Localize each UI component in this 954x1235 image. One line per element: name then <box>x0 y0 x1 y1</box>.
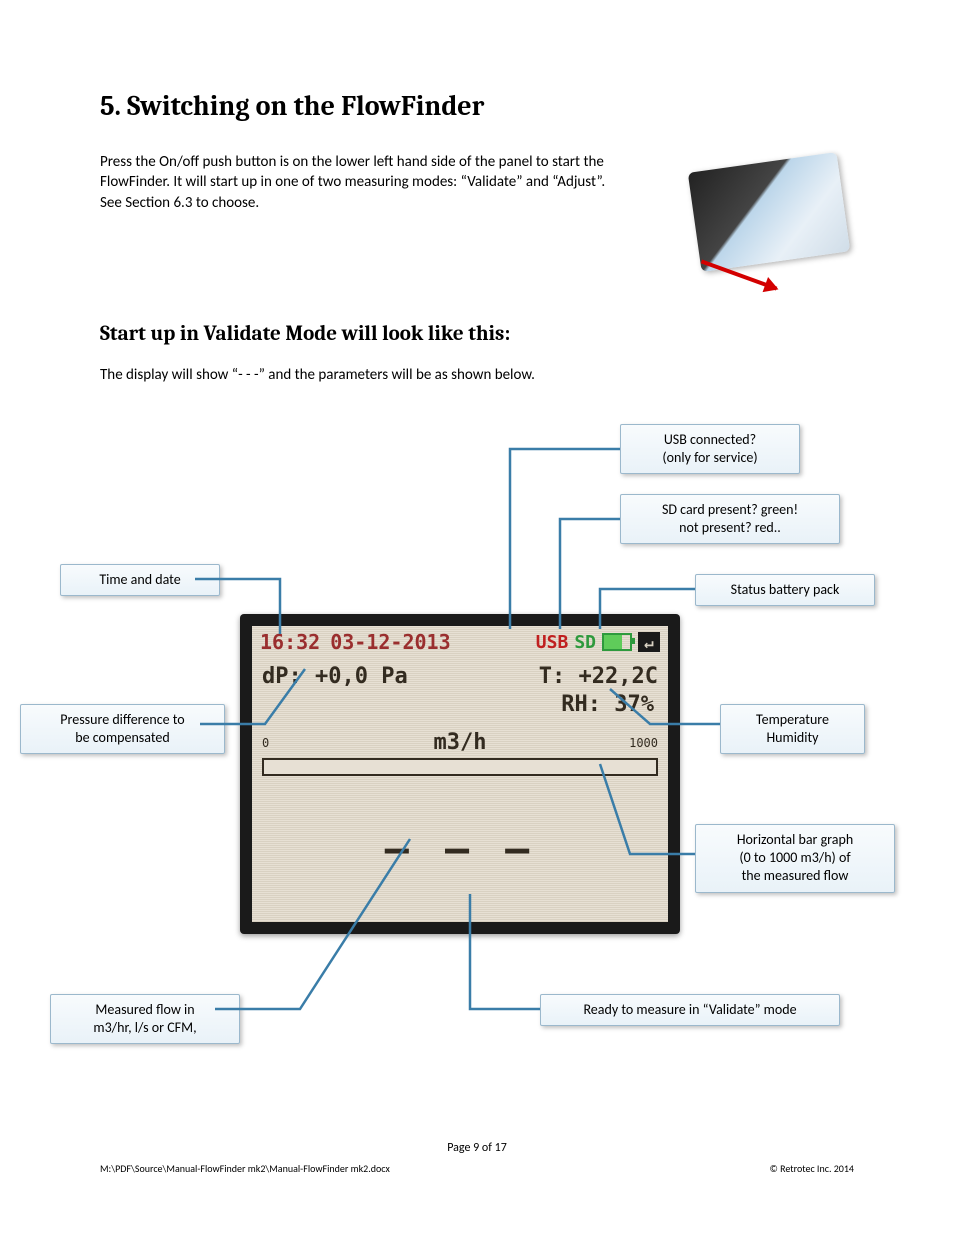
page-footer: Page 9 of 17 M:\PDF\Source\Manual-FlowFi… <box>100 1141 854 1175</box>
lcd-scale: 0 1000 <box>262 736 658 750</box>
lcd-scale-min: 0 <box>262 736 269 750</box>
lcd-dp: dP: +0,0 Pa <box>262 664 408 689</box>
sub-heading: Start up in Validate Mode will look like… <box>100 322 854 346</box>
intro-row: Press the On/off push button is on the l… <box>100 152 854 292</box>
lcd-sd-label: SD <box>574 632 596 653</box>
callout-measured: Measured flow inm3/hr, l/s or CFM, <box>50 994 240 1044</box>
page-number: Page 9 of 17 <box>100 1141 854 1155</box>
lcd-row-dp-temp: dP: +0,0 Pa T: +22,2C <box>262 664 658 689</box>
device-photo <box>684 152 854 292</box>
lcd-dashes: — — — <box>252 826 668 872</box>
callout-validate: Ready to measure in “Validate” mode <box>540 994 840 1026</box>
lcd-scale-max: 1000 <box>629 736 658 750</box>
annotated-diagram: USB connected?(only for service) SD card… <box>40 424 800 1064</box>
lcd-topbar: 16:32 03-12-2013 USB SD ↵ <box>260 630 660 654</box>
lcd-date: 03-12-2013 <box>330 630 450 654</box>
device-body-shape <box>688 152 850 272</box>
lcd-time: 16:32 <box>260 630 320 654</box>
callout-bargraph: Horizontal bar graph(0 to 1000 m3/h) oft… <box>695 824 895 893</box>
callout-battery: Status battery pack <box>695 574 875 606</box>
lcd-bar-graph <box>262 758 658 776</box>
return-icon: ↵ <box>638 632 660 652</box>
footer-path: M:\PDF\Source\Manual-FlowFinder mk2\Manu… <box>100 1162 390 1175</box>
battery-icon <box>602 633 632 651</box>
section-heading: 5. Switching on the FlowFinder <box>100 90 854 122</box>
sub-paragraph: The display will show “- - -” and the pa… <box>100 366 854 384</box>
callout-timedate: Time and date <box>60 564 220 596</box>
lcd-screen: 16:32 03-12-2013 USB SD ↵ dP: +0,0 Pa T:… <box>252 626 668 922</box>
footer-copyright: © Retrotec Inc. 2014 <box>770 1162 855 1175</box>
callout-pressure: Pressure difference tobe compensated <box>20 704 225 754</box>
callout-usb: USB connected?(only for service) <box>620 424 800 474</box>
lcd-photo: 16:32 03-12-2013 USB SD ↵ dP: +0,0 Pa T:… <box>240 614 680 934</box>
callout-sd: SD card present? green!not present? red.… <box>620 494 840 544</box>
lcd-usb-label: USB <box>536 632 569 653</box>
lcd-temp: T: +22,2C <box>539 664 658 689</box>
callout-temphum: TemperatureHumidity <box>720 704 865 754</box>
document-page: 5. Switching on the FlowFinder Press the… <box>0 0 954 1235</box>
intro-paragraph: Press the On/off push button is on the l… <box>100 152 620 213</box>
lcd-rh: RH: 37% <box>561 692 654 717</box>
